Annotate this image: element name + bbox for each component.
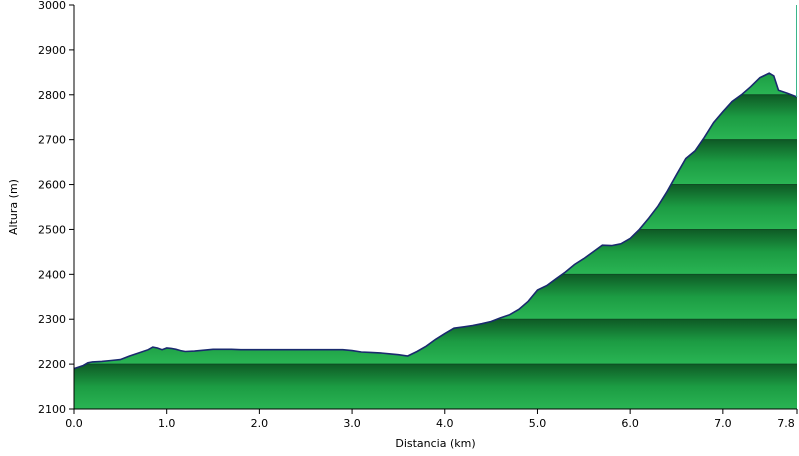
y-axis: 2100 2200 2300 2400 2500 2600 2700 2800 2900 3000 [38, 0, 75, 416]
elevation-area [73, 5, 798, 409]
x-axis: 0.0 1.0 2.0 3.0 4.0 5.0 6.0 7.0 7.8 [65, 408, 798, 430]
x-tick-label: 2.0 [251, 417, 269, 430]
y-tick-label: 2700 [38, 134, 66, 147]
y-tick-label: 2400 [38, 268, 66, 281]
y-tick-label: 2200 [38, 358, 66, 371]
x-tick-label: 6.0 [621, 417, 639, 430]
y-tick-label: 2800 [38, 89, 66, 102]
area-band [74, 94, 797, 140]
x-tick-label: 4.0 [436, 417, 454, 430]
elevation-area-bands [74, 5, 797, 409]
y-tick-label: 2100 [38, 403, 66, 416]
x-tick-label: 3.0 [343, 417, 361, 430]
area-band [74, 319, 797, 365]
area-band [74, 184, 797, 230]
y-tick-label: 3000 [38, 0, 66, 12]
y-tick-label: 2900 [38, 44, 66, 57]
area-band [74, 5, 797, 50]
area-band [74, 229, 797, 275]
x-axis-label: Distancia (km) [395, 437, 475, 450]
y-tick-label: 2600 [38, 179, 66, 192]
area-band [74, 73, 797, 95]
y-axis-label: Altura (m) [7, 179, 20, 235]
x-tick-label: 0.0 [65, 417, 83, 430]
elevation-line [73, 72, 798, 370]
x-tick-label: 5.0 [529, 417, 547, 430]
y-tick-label: 2300 [38, 313, 66, 326]
y-tick-label: 2500 [38, 223, 66, 236]
x-tick-label: 7.8 [777, 417, 795, 430]
area-band [74, 274, 797, 320]
x-tick-label: 1.0 [158, 417, 176, 430]
area-band [74, 364, 797, 409]
x-tick-label: 7.0 [714, 417, 732, 430]
area-band [74, 139, 797, 185]
